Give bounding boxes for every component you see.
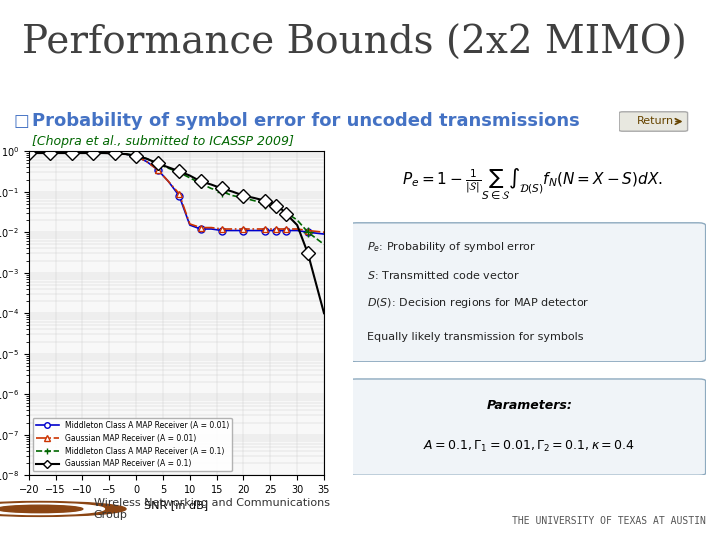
- Text: $P_e$: Probability of symbol error: $P_e$: Probability of symbol error: [367, 240, 536, 254]
- X-axis label: SNR [in dB]: SNR [in dB]: [144, 501, 209, 510]
- Text: $D(S)$: Decision regions for MAP detector: $D(S)$: Decision regions for MAP detecto…: [367, 296, 590, 310]
- Text: $P_e = 1 - \frac{1}{|\mathcal{S}|} \sum_{S \in \mathcal{S}} \int_{\mathcal{D}(S): $P_e = 1 - \frac{1}{|\mathcal{S}|} \sum_…: [402, 166, 663, 201]
- Text: [Chopra et al., submitted to ICASSP 2009]: [Chopra et al., submitted to ICASSP 2009…: [32, 134, 294, 147]
- Circle shape: [0, 502, 126, 516]
- FancyBboxPatch shape: [349, 223, 706, 362]
- Text: Wireless Networking and Communications
Group: Wireless Networking and Communications G…: [94, 498, 330, 519]
- Text: Equally likely transmission for symbols: Equally likely transmission for symbols: [367, 332, 583, 341]
- Text: THE UNIVERSITY OF TEXAS AT AUSTIN: THE UNIVERSITY OF TEXAS AT AUSTIN: [512, 516, 706, 526]
- Text: Return: Return: [636, 117, 674, 126]
- Text: $A = 0.1, \Gamma_1 = 0.01, \Gamma_2 = 0.1, \kappa = 0.4$: $A = 0.1, \Gamma_1 = 0.01, \Gamma_2 = 0.…: [423, 438, 635, 454]
- Text: □: □: [14, 112, 30, 130]
- Circle shape: [0, 503, 104, 515]
- Text: 63: 63: [4, 98, 17, 108]
- Circle shape: [0, 505, 83, 512]
- Text: $S$: Transmitted code vector: $S$: Transmitted code vector: [367, 269, 520, 281]
- FancyBboxPatch shape: [349, 379, 706, 475]
- Text: Probability of symbol error for uncoded transmissions: Probability of symbol error for uncoded …: [32, 112, 580, 130]
- FancyBboxPatch shape: [619, 112, 688, 131]
- Text: Performance Bounds (2x2 MIMO): Performance Bounds (2x2 MIMO): [22, 25, 686, 62]
- Legend: Middleton Class A MAP Receiver (A = 0.01), Gaussian MAP Receiver (A = 0.01), Mid: Middleton Class A MAP Receiver (A = 0.01…: [32, 418, 232, 471]
- Text: Parameters:: Parameters:: [486, 399, 572, 411]
